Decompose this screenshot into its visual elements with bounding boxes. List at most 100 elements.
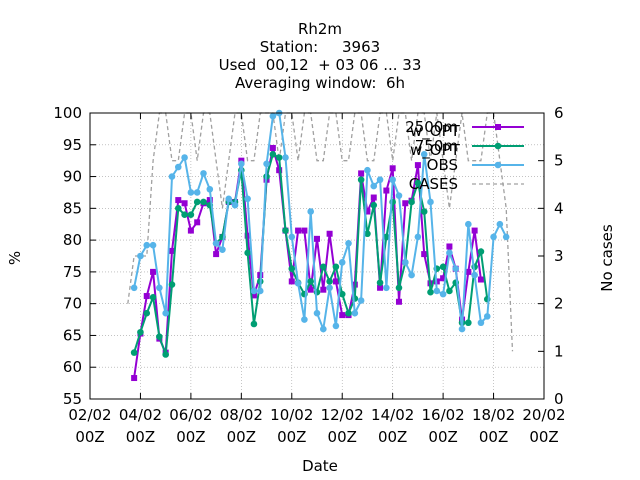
- data-point: [269, 144, 276, 151]
- data-point: [288, 278, 295, 285]
- data-point: [130, 284, 138, 292]
- data-point: [420, 208, 428, 215]
- data-point: [339, 312, 346, 319]
- data-point: [212, 239, 220, 247]
- data-point: [326, 230, 333, 237]
- data-point: [471, 227, 478, 234]
- y2-tick-label: 4: [554, 199, 564, 217]
- x-tick-label-hour: 00Z: [176, 428, 205, 446]
- data-point: [137, 328, 144, 336]
- data-point: [326, 284, 333, 292]
- data-point: [276, 167, 283, 174]
- data-point: [307, 286, 314, 293]
- data-point: [301, 227, 308, 234]
- data-point: [483, 313, 491, 320]
- series-750m: [130, 151, 491, 358]
- data-point: [294, 280, 302, 287]
- data-point: [181, 200, 188, 207]
- data-point: [149, 241, 157, 249]
- data-point: [377, 284, 384, 291]
- data-point: [351, 309, 359, 317]
- legend-label: 2500m: [405, 118, 458, 136]
- data-point: [156, 333, 163, 341]
- legend-label: CASES: [409, 175, 458, 193]
- data-point: [149, 294, 157, 301]
- data-point: [490, 233, 497, 241]
- data-point: [383, 233, 390, 241]
- data-point: [471, 271, 478, 279]
- y-tick-label: 100: [53, 104, 82, 122]
- data-point: [364, 208, 371, 215]
- data-point: [175, 197, 182, 204]
- data-point: [446, 243, 453, 250]
- data-point: [162, 351, 169, 358]
- title-line-2: Station: 3963: [260, 38, 380, 56]
- x-tick-label-date: 10/02: [270, 406, 313, 424]
- data-point: [370, 194, 377, 201]
- data-point: [357, 297, 365, 304]
- data-point: [137, 252, 144, 260]
- y2-tick-label: 3: [554, 247, 564, 265]
- x-tick-label-hour: 00Z: [277, 428, 306, 446]
- x-tick-label-hour: 00Z: [378, 428, 407, 446]
- legend-marker: [494, 142, 502, 150]
- title-line-1: Rh2m: [298, 20, 342, 38]
- y2-tick-label: 1: [554, 342, 564, 360]
- data-point: [168, 281, 176, 288]
- data-point: [414, 233, 422, 241]
- plot-frame: [89, 112, 545, 400]
- data-point: [143, 309, 151, 317]
- data-point: [477, 248, 485, 255]
- data-point: [275, 154, 283, 161]
- y-tick-label: 80: [63, 231, 82, 249]
- data-point: [358, 170, 365, 177]
- data-point: [357, 176, 365, 184]
- x-tick-label-hour: 00Z: [328, 428, 357, 446]
- y2-tick-label: 6: [554, 104, 564, 122]
- data-point: [193, 198, 201, 206]
- data-point: [225, 195, 233, 203]
- y-axis-label: %: [6, 251, 24, 265]
- legend-label-suffix: w_OPT: [410, 141, 461, 160]
- x-tick-label-date: 12/02: [321, 406, 364, 424]
- data-point: [250, 320, 258, 328]
- title-line-4: Averaging window: 6h: [235, 74, 405, 92]
- data-point: [376, 176, 384, 184]
- data-point: [395, 284, 403, 292]
- data-point: [193, 189, 201, 196]
- data-point: [345, 239, 352, 247]
- data-point: [181, 154, 188, 161]
- data-point: [465, 268, 472, 275]
- y-tick-label: 95: [63, 136, 82, 154]
- y-tick-label: 75: [63, 263, 82, 281]
- data-point: [168, 247, 175, 254]
- data-point: [219, 246, 226, 253]
- data-point: [295, 227, 302, 234]
- x-tick-label-date: 20/02: [522, 406, 565, 424]
- y-tick-label: 70: [63, 295, 82, 313]
- y-tick-label: 65: [63, 326, 82, 344]
- data-point: [200, 170, 207, 177]
- data-point: [383, 187, 390, 194]
- data-point: [174, 163, 182, 171]
- data-point: [156, 284, 163, 292]
- data-point: [288, 233, 296, 241]
- data-point: [181, 211, 188, 218]
- data-point: [187, 189, 195, 196]
- legend-marker: [494, 161, 502, 169]
- y2-tick-label: 5: [554, 152, 564, 170]
- data-point: [244, 195, 251, 203]
- data-point: [244, 249, 251, 257]
- data-point: [256, 287, 264, 295]
- data-point: [502, 233, 510, 241]
- data-point: [458, 325, 466, 333]
- data-point: [206, 185, 214, 193]
- data-point: [187, 211, 195, 218]
- data-point: [150, 268, 157, 275]
- data-point: [389, 176, 396, 184]
- data-point: [338, 290, 346, 298]
- data-point: [250, 287, 258, 295]
